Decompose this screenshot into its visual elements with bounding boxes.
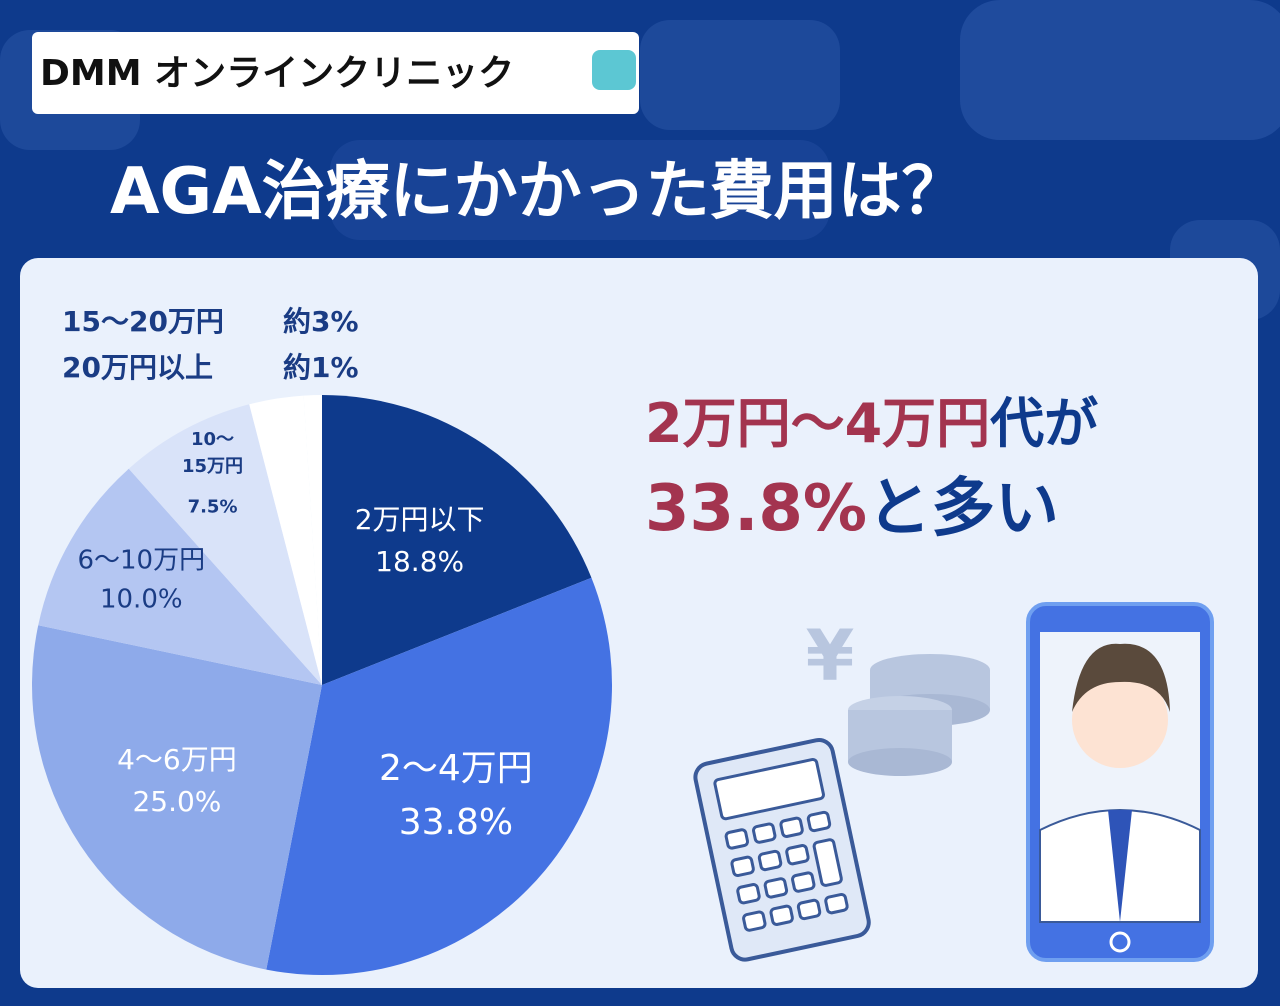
page-title: AGA治療にかかった費用は？: [110, 155, 966, 229]
pie-slice: [38, 468, 322, 685]
slice-value: 10.0%: [99, 584, 183, 615]
illustration: ¥: [693, 602, 1214, 962]
slice-value: 7.5%: [187, 496, 238, 518]
slice-value: 18.8%: [375, 544, 465, 578]
slice-label: 6～10万円: [77, 545, 206, 576]
headline-line: 33.8%と多い: [645, 463, 1098, 556]
pie-slice: [322, 395, 592, 685]
headline: 2万円～4万円代が 33.8%と多い: [645, 385, 1098, 556]
pie-slice: [266, 577, 612, 975]
legend-value: 約3%: [283, 305, 359, 338]
pie-slice: [128, 404, 322, 685]
headline-part: 2万円～4万円: [645, 392, 991, 455]
pie-slice: [31, 625, 322, 970]
slice-label: 4～6万円: [117, 743, 237, 777]
slice-value: 25.0%: [132, 785, 222, 819]
pie-slice: [303, 395, 322, 685]
headline-part: と多い: [867, 472, 1060, 547]
legend-label: 15～20万円: [62, 305, 224, 338]
headline-line: 2万円～4万円代が: [645, 385, 1098, 463]
svg-text:¥: ¥: [806, 615, 855, 697]
legend-label: 20万円以上: [62, 351, 213, 384]
slice-label: 2～4万円: [378, 748, 533, 790]
headline-part: 33.8%: [645, 472, 868, 547]
slice-label: 2万円以下: [354, 502, 485, 536]
pie-slice: [249, 395, 322, 685]
legend-value: 約1%: [283, 351, 359, 384]
headline-part: 代が: [990, 392, 1099, 455]
slice-value: 33.8%: [398, 802, 514, 844]
slice-label: 10～ 15万円: [182, 429, 244, 478]
logo: DMM オンラインクリニック: [40, 53, 515, 94]
